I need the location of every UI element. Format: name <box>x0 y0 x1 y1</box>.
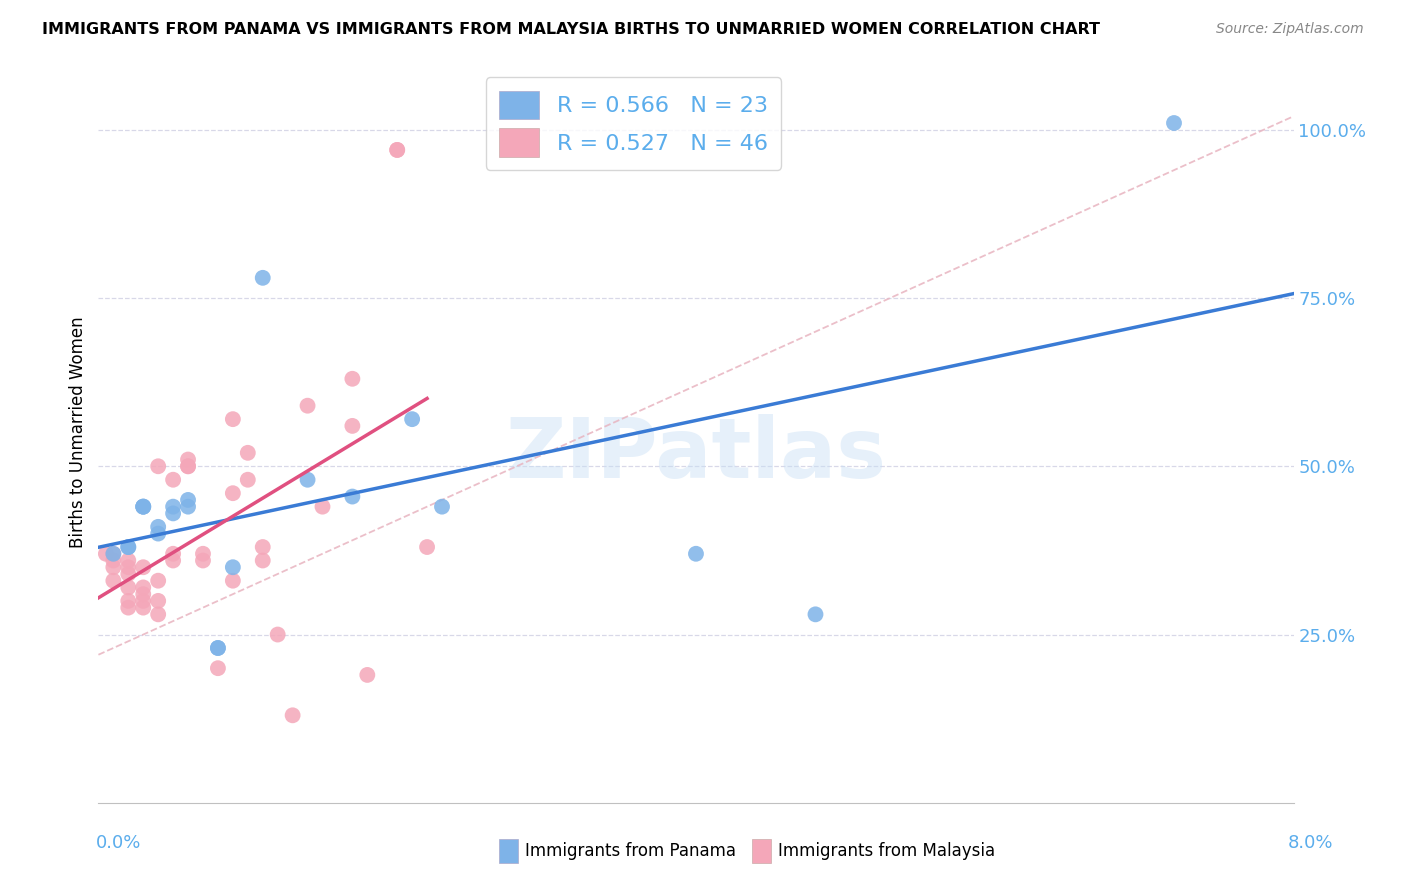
Point <box>385 143 409 157</box>
Point <box>94 547 117 561</box>
Point <box>222 486 245 500</box>
Point <box>117 560 139 574</box>
Point <box>117 581 139 595</box>
Point <box>148 594 170 608</box>
Point <box>1163 116 1185 130</box>
Point <box>236 473 259 487</box>
Point <box>401 412 423 426</box>
Point <box>191 553 214 567</box>
Point <box>342 418 364 433</box>
Point <box>222 412 245 426</box>
Point <box>132 500 155 514</box>
Point <box>162 547 184 561</box>
Point <box>162 500 184 514</box>
Legend: R = 0.566   N = 23, R = 0.527   N = 46: R = 0.566 N = 23, R = 0.527 N = 46 <box>486 78 782 169</box>
Text: Immigrants from Panama: Immigrants from Panama <box>524 842 735 860</box>
Text: Immigrants from Malaysia: Immigrants from Malaysia <box>778 842 995 860</box>
Text: Source: ZipAtlas.com: Source: ZipAtlas.com <box>1216 22 1364 37</box>
Point <box>804 607 827 622</box>
Point <box>103 553 125 567</box>
Point <box>162 473 184 487</box>
Point <box>222 560 245 574</box>
Point <box>117 540 139 554</box>
Point <box>103 574 125 588</box>
Point <box>222 574 245 588</box>
Point <box>311 500 333 514</box>
Point <box>103 547 125 561</box>
Point <box>177 452 200 467</box>
Point <box>132 500 155 514</box>
Point <box>297 399 319 413</box>
Point <box>236 446 259 460</box>
Point <box>132 581 155 595</box>
Point <box>207 640 229 655</box>
Point <box>252 540 274 554</box>
Point <box>117 600 139 615</box>
Point <box>342 490 364 504</box>
Point <box>103 560 125 574</box>
Point <box>148 574 170 588</box>
Point <box>148 459 170 474</box>
Text: ZIPatlas: ZIPatlas <box>506 414 886 495</box>
Point <box>267 627 290 641</box>
Point <box>416 540 439 554</box>
Point <box>148 520 170 534</box>
Point <box>297 473 319 487</box>
Text: IMMIGRANTS FROM PANAMA VS IMMIGRANTS FROM MALAYSIA BIRTHS TO UNMARRIED WOMEN COR: IMMIGRANTS FROM PANAMA VS IMMIGRANTS FRO… <box>42 22 1099 37</box>
Point <box>132 560 155 574</box>
Point <box>252 270 274 285</box>
Point <box>685 547 707 561</box>
Point <box>356 668 378 682</box>
Point <box>430 500 453 514</box>
Point <box>281 708 304 723</box>
Point <box>117 540 139 554</box>
Point <box>252 553 274 567</box>
Text: 0.0%: 0.0% <box>96 834 141 852</box>
Point <box>342 372 364 386</box>
Point <box>117 553 139 567</box>
Point <box>162 553 184 567</box>
Point <box>191 547 214 561</box>
Point <box>132 600 155 615</box>
Point <box>207 640 229 655</box>
Text: 8.0%: 8.0% <box>1288 834 1333 852</box>
Point <box>207 661 229 675</box>
Point <box>132 587 155 601</box>
Point <box>132 594 155 608</box>
Point <box>177 500 200 514</box>
Y-axis label: Births to Unmarried Women: Births to Unmarried Women <box>69 317 87 549</box>
Point <box>132 500 155 514</box>
Point <box>117 566 139 581</box>
Point <box>177 459 200 474</box>
Point <box>117 594 139 608</box>
Point <box>177 492 200 507</box>
Point <box>162 507 184 521</box>
Point <box>177 459 200 474</box>
Point <box>148 607 170 622</box>
Point <box>385 143 409 157</box>
Point <box>103 547 125 561</box>
Point <box>148 526 170 541</box>
